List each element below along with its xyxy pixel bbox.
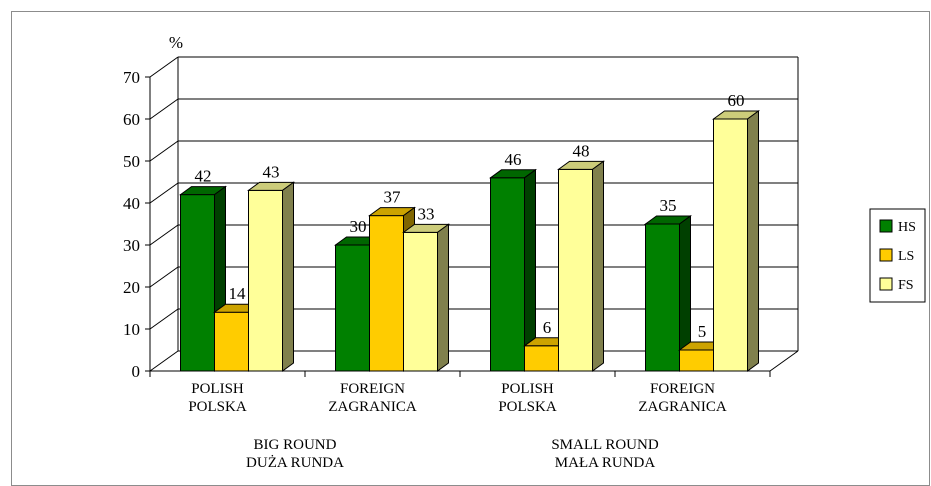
x-category-label: ZAGRANICA — [638, 399, 726, 415]
x-group-label: MAŁA RUNDA — [555, 455, 656, 471]
y-tick-label: 10 — [123, 320, 140, 339]
data-labels: 42 14 43 30 37 33 46 6 48 35 5 60 — [195, 91, 745, 341]
legend-label-fs: FS — [898, 278, 914, 293]
legend-swatch-fs — [879, 277, 893, 291]
data-label: 48 — [573, 141, 590, 160]
bar-hs — [645, 223, 680, 372]
floor-right-edge — [769, 350, 799, 372]
x-category-label: POLSKA — [498, 399, 557, 415]
x-category-label: POLISH — [501, 381, 554, 397]
legend-box — [869, 208, 926, 303]
data-label: 35 — [660, 196, 677, 215]
y-axis-ticks: 0 10 20 30 40 50 60 70 — [123, 68, 150, 381]
side-gridline — [149, 224, 179, 246]
bar-ls — [524, 345, 559, 372]
data-label: 33 — [418, 204, 435, 223]
side-gridline — [149, 308, 179, 330]
data-label: 42 — [195, 167, 212, 186]
y-tick-label: 70 — [123, 68, 140, 87]
y-tick-label: 60 — [123, 110, 140, 129]
bar-ls — [679, 349, 714, 372]
bars — [178, 110, 761, 372]
side-gridline — [149, 350, 179, 372]
data-label: 6 — [543, 318, 552, 337]
data-label: 37 — [384, 188, 402, 207]
side-gridline — [149, 56, 179, 78]
legend: HS LS FS — [869, 208, 926, 303]
legend-label-ls: LS — [898, 249, 914, 264]
bar-hs — [180, 194, 215, 372]
data-label: 5 — [698, 322, 707, 341]
legend-label-hs: HS — [898, 220, 916, 235]
y-tick-label: 50 — [123, 152, 140, 171]
y-tick-label: 20 — [123, 278, 140, 297]
bar-fs — [713, 118, 748, 372]
bar-ls — [214, 311, 249, 372]
x-axis-group-labels: BIG ROUND DUŻA RUNDA SMALL ROUND MAŁA RUNDA — [246, 437, 659, 471]
bar-fs — [558, 168, 593, 372]
bar-side-fs — [437, 223, 449, 372]
x-category-label: FOREIGN — [650, 381, 715, 397]
bar-ls — [369, 215, 404, 372]
bar-side-fs — [282, 181, 294, 372]
y-axis-label: % — [169, 33, 183, 52]
chart-border — [11, 11, 930, 486]
bar-hs — [490, 177, 525, 372]
side-gridline — [149, 182, 179, 204]
data-label: 60 — [728, 91, 745, 110]
x-category-label: ZAGRANICA — [328, 399, 416, 415]
data-label: 14 — [229, 284, 247, 303]
x-category-label: POLSKA — [188, 399, 247, 415]
y-tick-label: 30 — [123, 236, 140, 255]
legend-swatch-hs — [879, 219, 893, 233]
bar-side-fs — [747, 110, 759, 372]
bar-hs — [335, 244, 370, 372]
legend-swatch-ls — [879, 248, 893, 262]
side-gridline — [149, 140, 179, 162]
data-label: 43 — [263, 162, 280, 181]
y-tick-label: 40 — [123, 194, 140, 213]
data-label: 46 — [505, 150, 522, 169]
y-tick-label: 0 — [132, 362, 141, 381]
x-group-label: DUŻA RUNDA — [246, 455, 344, 471]
data-label: 30 — [350, 217, 367, 236]
bar-fs — [403, 231, 438, 372]
x-category-label: POLISH — [191, 381, 244, 397]
x-axis-category-labels: POLISH POLSKA FOREIGN ZAGRANICA POLISH POLSKA… — [188, 381, 727, 415]
side-gridline — [149, 98, 179, 120]
x-group-label: SMALL ROUND — [551, 437, 659, 453]
x-category-label: FOREIGN — [340, 381, 405, 397]
side-gridline — [149, 266, 179, 288]
bar-side-fs — [592, 160, 604, 372]
x-group-label: BIG ROUND — [254, 437, 337, 453]
bar-fs — [248, 189, 283, 372]
